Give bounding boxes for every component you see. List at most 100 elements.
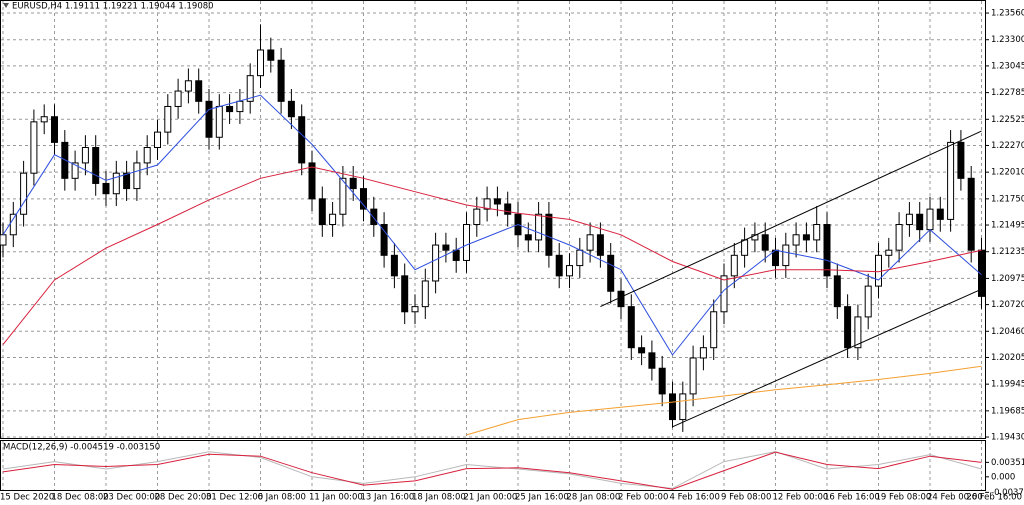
candle-body xyxy=(699,347,707,359)
y-tick-label: 1.23300 xyxy=(991,35,1024,45)
y-tick-label: 1.21495 xyxy=(991,221,1024,231)
x-tick-label: 31 Dec 12:00 xyxy=(206,493,263,503)
candle-body xyxy=(885,249,893,256)
y-tick-label: -0.003769 xyxy=(991,488,1024,498)
candle-body xyxy=(380,224,388,256)
y-tick-label: 0.000 xyxy=(991,472,1015,482)
candle-body xyxy=(493,198,501,205)
candle-body xyxy=(658,367,666,395)
x-tick-label: 23 Dec 00:00 xyxy=(103,493,160,503)
x-tick-label: 18 Jan 08:00 xyxy=(412,493,466,503)
x-tick-label: 11 Jan 00:00 xyxy=(309,493,363,503)
candle-body xyxy=(174,90,182,107)
candle-body xyxy=(720,275,728,313)
y-tick-label: 1.21750 xyxy=(991,194,1024,204)
candle-body xyxy=(586,234,594,251)
y-tick-label: 1.23560 xyxy=(991,9,1024,19)
candle-body xyxy=(566,265,573,277)
candle-body xyxy=(287,100,295,118)
candle-body xyxy=(164,105,172,133)
candle-body xyxy=(813,224,821,241)
candle-body xyxy=(154,131,161,149)
x-tick-label: 28 Dec 20:00 xyxy=(155,493,212,503)
y-tick-label: 1.22525 xyxy=(991,115,1024,125)
candle-body xyxy=(329,213,337,226)
candle-body xyxy=(257,49,264,77)
candle-body xyxy=(545,213,553,256)
x-tick-label: 15 Dec 2020 xyxy=(0,493,54,503)
x-tick-label: 26 Feb 16:00 xyxy=(966,493,1022,503)
x-tick-label: 25 Jan 16:00 xyxy=(515,493,569,503)
candle-body xyxy=(617,290,625,308)
candle-body xyxy=(360,188,367,210)
candle-body xyxy=(51,116,58,143)
line xyxy=(466,365,982,436)
symbol-icon xyxy=(3,3,9,8)
candle-body xyxy=(741,239,749,256)
candle-body xyxy=(627,306,635,349)
candle-body xyxy=(277,59,285,102)
candle-body xyxy=(205,100,213,138)
y-tick-label: 1.19945 xyxy=(991,380,1024,390)
candle-body xyxy=(978,249,985,297)
candle-body xyxy=(833,275,841,308)
candle-body xyxy=(318,198,326,226)
x-tick-label: 16 Feb 16:00 xyxy=(824,493,880,503)
x-tick-label: 12 Feb 00:00 xyxy=(773,493,829,503)
candle-body xyxy=(483,198,491,210)
candle-body xyxy=(524,234,532,241)
x-tick-label: 9 Feb 08:00 xyxy=(721,493,771,503)
candle-body xyxy=(9,213,17,236)
line xyxy=(2,451,982,490)
candle-body xyxy=(339,177,347,215)
candle-body xyxy=(246,75,254,102)
candle-body xyxy=(421,280,429,308)
candle-body xyxy=(535,213,543,241)
y-tick-label: 1.21235 xyxy=(991,247,1024,257)
candle-body xyxy=(926,208,934,231)
x-tick-label: 19 Feb 08:00 xyxy=(876,493,932,503)
candle-body xyxy=(895,224,903,251)
candle-body xyxy=(596,234,604,256)
candle-body xyxy=(195,80,203,102)
x-tick-label: 18 Dec 08:00 xyxy=(52,493,109,503)
candle-body xyxy=(349,177,357,190)
macd-pane xyxy=(0,440,986,491)
candle-body xyxy=(679,393,687,421)
candle-body xyxy=(370,208,378,226)
x-tick-label: 21 Jan 00:00 xyxy=(464,493,518,503)
candle-body xyxy=(71,162,79,179)
candle-body xyxy=(40,116,48,123)
candle-body xyxy=(936,208,944,220)
candle-body xyxy=(802,234,810,241)
x-tick-label: 2 Feb 00:00 xyxy=(618,493,668,503)
candle-body xyxy=(442,244,450,251)
candle-body xyxy=(215,105,223,138)
line xyxy=(672,288,982,428)
candle-body xyxy=(298,116,306,164)
price-pane xyxy=(0,0,986,439)
candle-body xyxy=(390,254,398,277)
candle-body xyxy=(772,249,779,267)
candle-body xyxy=(504,203,512,215)
x-tick-label: 4 Feb 16:00 xyxy=(670,493,720,503)
candle-body xyxy=(81,147,89,164)
candle-body xyxy=(133,162,141,190)
candle-body xyxy=(236,100,244,113)
candle-body xyxy=(905,213,913,226)
line xyxy=(600,130,982,308)
chart-title: EURUSD,H4 1.19111 1.19221 1.19044 1.1908… xyxy=(12,2,214,12)
candle-body xyxy=(102,182,110,195)
indicator-title: MACD(12,26,9) -0.004519 -0.003150 xyxy=(3,443,160,453)
candle-body xyxy=(967,177,975,251)
y-tick-label: 1.20720 xyxy=(991,300,1024,310)
candle-body xyxy=(844,306,852,349)
candle-body xyxy=(689,357,697,395)
candle-body xyxy=(782,244,790,267)
candle-body xyxy=(854,316,862,349)
candle-body xyxy=(411,306,419,313)
x-tick-label: 28 Jan 08:00 xyxy=(567,493,621,503)
x-tick-label: 6 Jan 08:00 xyxy=(258,493,306,503)
y-tick-label: 1.22785 xyxy=(991,88,1024,98)
